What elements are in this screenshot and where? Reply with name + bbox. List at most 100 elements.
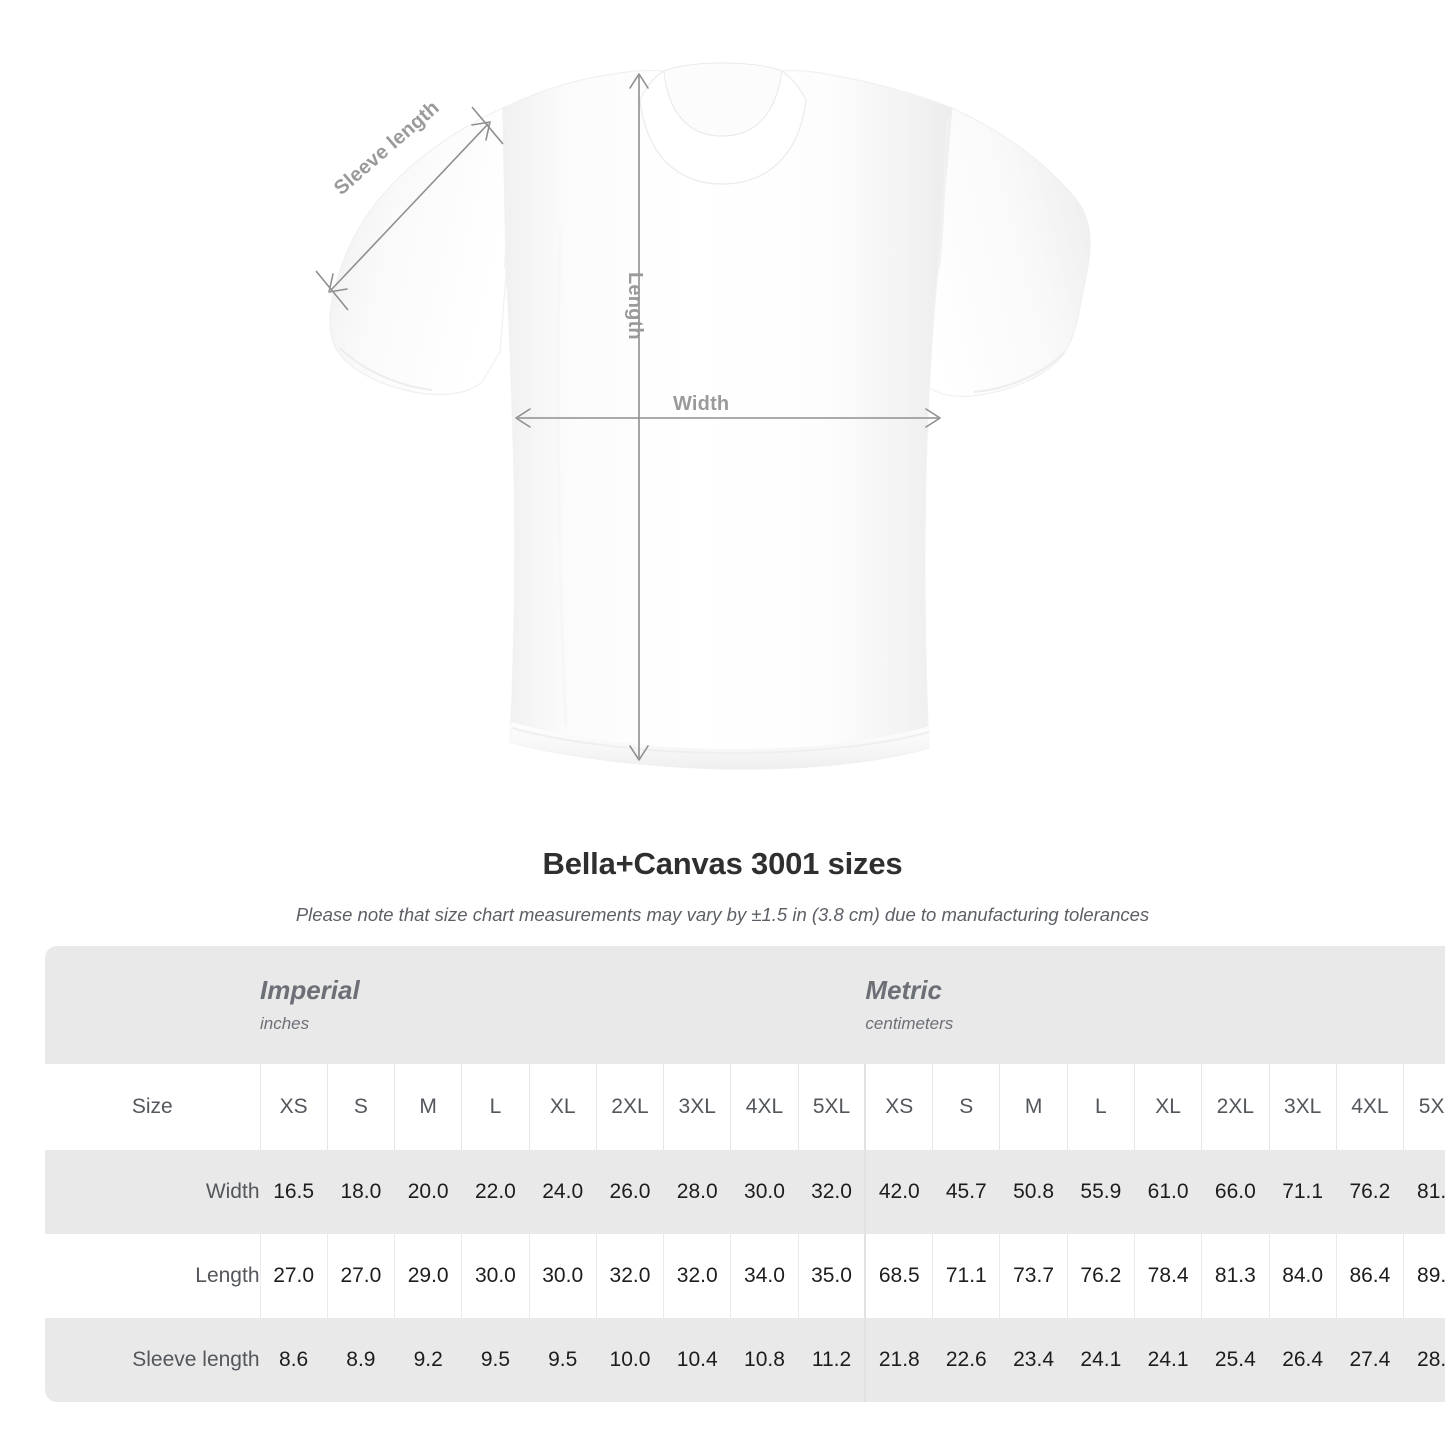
cell-width-imperial-m: 20.0: [394, 1150, 462, 1234]
size-table-container: Imperial inches Metric centimeters Size …: [45, 946, 1445, 1402]
right-shoulder-seam: [938, 115, 950, 269]
cell-length-imperial-5xl: 35.0: [797, 1234, 866, 1318]
cell-length-metric-xs: 68.5: [864, 1234, 933, 1318]
cell-width-imperial-s: 18.0: [326, 1150, 395, 1234]
unit-band-spacer: [45, 946, 260, 1064]
unit-section-imperial: Imperial inches: [260, 946, 866, 1064]
cell-length-metric-m: 73.7: [999, 1234, 1068, 1318]
cell-sleeve-imperial-xs: 8.6: [259, 1318, 328, 1402]
sleeve-tick-upper: [471, 106, 504, 145]
header-size-imperial-l: L: [461, 1064, 530, 1150]
cell-width-metric-s: 45.7: [932, 1150, 1000, 1234]
cell-length-imperial-l: 30.0: [461, 1234, 530, 1318]
size-header-row: Size XS S M L XL 2XL 3XL 4XL 5XL XS S M …: [45, 1064, 1445, 1150]
length-arrowhead-bottom: [629, 745, 649, 761]
cell-sleeve-metric-2xl: 25.4: [1201, 1318, 1269, 1402]
unit-subtitle-imperial: inches: [260, 1014, 310, 1034]
cell-width-metric-xs: 42.0: [864, 1150, 933, 1234]
header-size-imperial-m: M: [394, 1064, 462, 1150]
cell-sleeve-imperial-4xl: 10.8: [730, 1318, 799, 1402]
left-sleeve-cuff: [339, 347, 433, 391]
unit-title-metric: Metric: [865, 974, 942, 1005]
sleeve-arrowhead-upper: [471, 121, 491, 141]
cell-length-imperial-2xl: 32.0: [595, 1234, 664, 1318]
cell-width-metric-m: 50.8: [999, 1150, 1068, 1234]
cell-sleeve-imperial-2xl: 10.0: [595, 1318, 664, 1402]
cell-width-imperial-4xl: 30.0: [730, 1150, 799, 1234]
header-size-imperial-xs: XS: [259, 1064, 328, 1150]
cell-width-imperial-3xl: 28.0: [663, 1150, 731, 1234]
cell-length-metric-4xl: 86.4: [1335, 1234, 1404, 1318]
cell-length-metric-3xl: 84.0: [1268, 1234, 1337, 1318]
dimension-arrows: [315, 73, 941, 761]
hem-stitch-line: [511, 727, 930, 755]
tshirt-garment: [329, 62, 1091, 770]
header-size-metric-xs: XS: [864, 1064, 933, 1150]
cell-width-imperial-l: 22.0: [461, 1150, 530, 1234]
header-size-imperial-3xl: 3XL: [663, 1064, 731, 1150]
cell-width-imperial-2xl: 26.0: [595, 1150, 664, 1234]
unit-section-metric: Metric centimeters: [865, 946, 1445, 1064]
tshirt-svg: [315, 62, 1091, 770]
cell-sleeve-metric-3xl: 26.4: [1268, 1318, 1337, 1402]
row-label-length: Length: [45, 1234, 260, 1318]
cell-sleeve-imperial-m: 9.2: [394, 1318, 462, 1402]
cell-width-metric-2xl: 66.0: [1201, 1150, 1269, 1234]
unit-title-imperial: Imperial: [260, 974, 360, 1005]
header-size-metric-2xl: 2XL: [1201, 1064, 1269, 1150]
cell-width-imperial-xs: 16.5: [259, 1150, 328, 1234]
left-sleeve: [329, 107, 509, 396]
cell-sleeve-metric-4xl: 27.4: [1335, 1318, 1404, 1402]
table-row-width: Width 16.5 18.0 20.0 22.0 24.0 26.0 28.0…: [45, 1150, 1445, 1234]
row-label-sleeve-length: Sleeve length: [45, 1318, 260, 1402]
left-shoulder-seam: [504, 115, 511, 269]
unit-subtitle-metric: centimeters: [865, 1014, 954, 1034]
header-size-metric-5xl: 5XL: [1403, 1064, 1445, 1150]
width-dimension-label: Width: [673, 393, 730, 415]
cell-sleeve-metric-m: 23.4: [999, 1318, 1068, 1402]
cell-length-imperial-s: 27.0: [326, 1234, 395, 1318]
cell-sleeve-imperial-3xl: 10.4: [663, 1318, 731, 1402]
cell-width-metric-3xl: 71.1: [1268, 1150, 1337, 1234]
cell-length-imperial-3xl: 32.0: [663, 1234, 731, 1318]
cell-width-metric-4xl: 76.2: [1335, 1150, 1404, 1234]
header-size-imperial-4xl: 4XL: [730, 1064, 799, 1150]
size-chart-heading: Bella+Canvas 3001 sizes Please note that…: [0, 846, 1445, 926]
cell-width-imperial-5xl: 32.0: [797, 1150, 866, 1234]
unit-section-row: Imperial inches Metric centimeters: [45, 946, 1445, 1064]
header-size-imperial-s: S: [326, 1064, 395, 1150]
cell-length-imperial-xs: 27.0: [259, 1234, 328, 1318]
cell-length-imperial-m: 29.0: [394, 1234, 462, 1318]
row-label-width: Width: [45, 1150, 260, 1234]
cell-length-metric-5xl: 89.0: [1403, 1234, 1445, 1318]
table-row-length: Length 27.0 27.0 29.0 30.0 30.0 32.0 32.…: [45, 1234, 1445, 1318]
cell-sleeve-imperial-l: 9.5: [461, 1318, 530, 1402]
header-size-metric-3xl: 3XL: [1268, 1064, 1337, 1150]
length-arrowhead-top: [629, 73, 649, 89]
cell-length-metric-s: 71.1: [932, 1234, 1000, 1318]
header-size-label: Size: [45, 1064, 260, 1150]
body-fold-left: [556, 229, 568, 727]
cell-sleeve-imperial-s: 8.9: [326, 1318, 395, 1402]
header-size-imperial-5xl: 5XL: [797, 1064, 866, 1150]
cell-sleeve-metric-5xl: 28.5: [1403, 1318, 1445, 1402]
length-dimension-label: Length: [624, 272, 646, 340]
width-arrowhead-right: [925, 408, 941, 428]
header-size-metric-l: L: [1066, 1064, 1135, 1150]
cell-length-metric-2xl: 81.3: [1201, 1234, 1269, 1318]
cell-sleeve-metric-xl: 24.1: [1133, 1318, 1202, 1402]
cell-sleeve-imperial-xl: 9.5: [528, 1318, 597, 1402]
cell-length-metric-l: 76.2: [1066, 1234, 1135, 1318]
shirt-hem: [510, 722, 930, 770]
cell-sleeve-metric-s: 22.6: [932, 1318, 1000, 1402]
cell-sleeve-metric-xs: 21.8: [864, 1318, 933, 1402]
right-sleeve: [899, 107, 1091, 397]
body-fold-right: [878, 229, 888, 727]
size-chart-table: Imperial inches Metric centimeters Size …: [45, 946, 1445, 1402]
header-size-metric-xl: XL: [1133, 1064, 1202, 1150]
cell-sleeve-imperial-5xl: 11.2: [797, 1318, 866, 1402]
header-size-metric-m: M: [999, 1064, 1068, 1150]
tolerance-note: Please note that size chart measurements…: [295, 904, 1150, 925]
header-size-metric-4xl: 4XL: [1335, 1064, 1404, 1150]
cell-width-metric-l: 55.9: [1066, 1150, 1135, 1234]
